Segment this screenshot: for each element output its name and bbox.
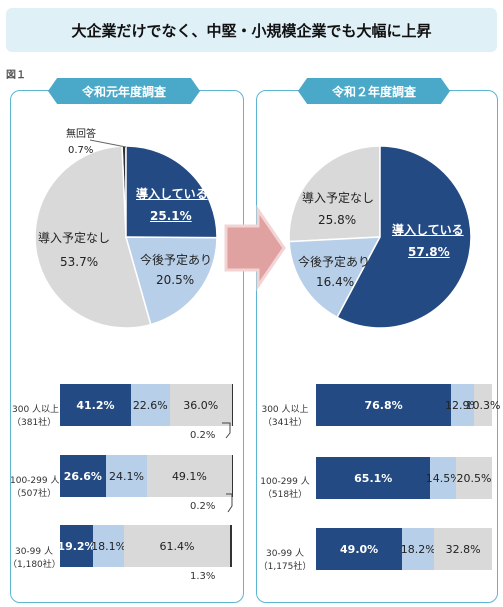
- pie1-planned-label: 今後予定あり: [140, 253, 213, 267]
- bar1-row0-seg2: 36.0%: [169, 384, 232, 426]
- pie2-slice-noplan: [288, 145, 381, 243]
- bar1-row0-label: 300 人以上 （381社）: [12, 405, 60, 428]
- pie1-noplan-value: 53.7%: [60, 255, 99, 269]
- bar2-row1-seg0: 65.1%: [316, 457, 431, 499]
- bar1-row0-seg1: 22.6%: [130, 384, 170, 426]
- bar1-row2-seg0: 19.2%: [57, 525, 96, 567]
- bar1-row1-seg3-value: 0.2%: [190, 501, 216, 512]
- bar1-row1-seg1: 24.1%: [105, 455, 148, 497]
- pie1-planned-value: 20.5%: [156, 273, 195, 287]
- bar1-row2-seg3: [229, 525, 232, 567]
- pie2-introduced-value: 57.8%: [408, 245, 450, 259]
- bar2-row1-label: 100-299 人（518社）: [260, 477, 310, 500]
- pie1-introduced-label: 導入している: [136, 187, 208, 201]
- pie1-slice-introduced: [125, 145, 218, 239]
- bar2-row0-label: 300 人以上 （341社）: [261, 405, 309, 428]
- no-answer-leader-line: [89, 139, 127, 148]
- bar2-row1-seg1: 14.5%: [426, 457, 461, 499]
- bar2-row2-seg1: 18.2%: [401, 528, 436, 570]
- bar2-row2-seg0: 49.0%: [316, 528, 403, 570]
- bar1-row1-seg3: [231, 455, 233, 497]
- bar1-row1-small-leader: [226, 493, 233, 513]
- pie1-noanswer-label: 無回答: [66, 129, 96, 140]
- bar1-row0-seg3: [231, 384, 233, 426]
- bar1-row1-seg0: 26.6%: [60, 455, 106, 497]
- bar1-row2-seg2: 61.4%: [124, 525, 230, 567]
- bar2-row0-seg0: 76.8%: [316, 384, 452, 426]
- bar2-row1-seg2: 20.5%: [455, 457, 492, 499]
- bar1-row0-seg3-value: 0.2%: [190, 430, 216, 441]
- pie2-noplan-value: 25.8%: [318, 213, 357, 227]
- tab-r1-title: 令和元年度調査: [48, 78, 200, 104]
- pie2-planned-label: 今後予定あり: [298, 255, 371, 269]
- bar1-row0-seg0: 41.2%: [60, 384, 131, 426]
- transition-arrow: [224, 205, 286, 291]
- pie1-slice-noplan: [34, 145, 152, 329]
- bar1-row1-label: 100-299 人（507社）: [10, 476, 60, 499]
- pie1-noplan-label: 導入予定なし: [38, 231, 111, 245]
- pie2-slice-introduced: [336, 145, 472, 329]
- pie2-planned-value: 16.4%: [316, 275, 355, 289]
- bar2-row0-seg2: 10.3%: [465, 384, 500, 426]
- pie1-slice-planned: [125, 236, 218, 326]
- tab-r2-title: 令和２年度調査: [298, 78, 450, 104]
- bar1-row2-seg3-value: 1.3%: [190, 571, 216, 582]
- page-title: 大企業だけでなく、中堅・小規模企業でも大幅に上昇: [6, 8, 497, 52]
- bar1-row0-small-leader: [222, 422, 231, 439]
- pie1-noanswer-value: 0.7%: [68, 145, 94, 156]
- pie1-introduced-value: 25.1%: [150, 209, 192, 223]
- bar2-row0-seg1: 12.9%: [445, 384, 480, 426]
- pie2-noplan-label: 導入予定なし: [302, 191, 375, 205]
- bar2-row2-seg2: 32.8%: [434, 528, 492, 570]
- pie2-introduced-label: 導入している: [392, 223, 464, 237]
- bar1-row1-seg2: 49.1%: [147, 455, 232, 497]
- figure-label: 図１: [6, 70, 26, 81]
- bar1-row2-seg1: 18.1%: [91, 525, 126, 567]
- pie2-slice-planned: [288, 236, 382, 319]
- bar1-row2-label: 30-99 人（1,180社）: [8, 547, 61, 570]
- bar2-row2-label: 30-99 人（1,175社）: [258, 549, 312, 572]
